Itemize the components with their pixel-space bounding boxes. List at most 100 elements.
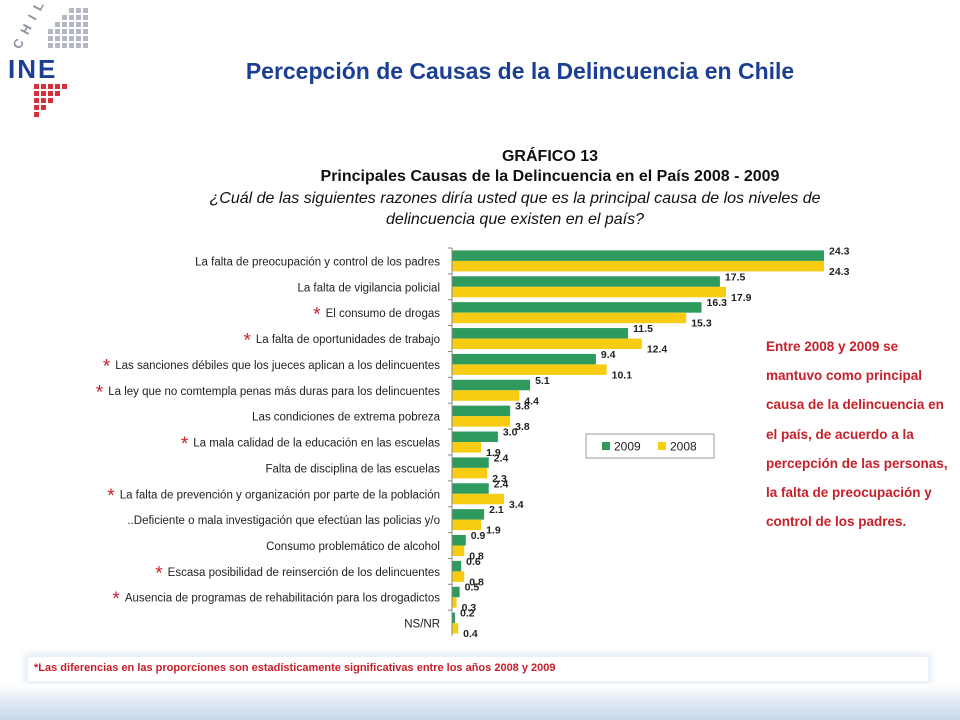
bar-2009 [452,586,460,598]
logo-dot [69,22,74,27]
logo-dot [55,22,60,27]
value-label-2008: 17.9 [731,292,752,304]
value-label-2009: 0.2 [460,608,475,620]
bar-2008 [452,390,520,401]
logo-dot-red [34,112,39,117]
logo-dot [69,29,74,34]
logo-dot-red [55,84,60,89]
value-label-2009: 0.9 [471,530,486,542]
bar-2008 [452,312,687,324]
logo-dot [55,36,60,41]
logo-dot [62,36,67,41]
logo-dot [83,43,88,48]
significance-asterisk: * [181,434,189,455]
bar-2009 [452,379,531,391]
category-label: Consumo problemático de alcohol [266,541,440,553]
category-label: La falta de preocupación y control de lo… [195,256,440,268]
significance-asterisk: * [112,589,120,610]
value-label-2009: 24.3 [829,245,850,257]
value-label-2008: 15.3 [691,318,712,330]
value-label-2008: 0.8 [469,576,484,588]
logo-dot [83,36,88,41]
category-label: ..Deficiente o mala investigación que ef… [127,515,440,527]
value-label-2009: 5.1 [535,375,550,387]
bar-2008 [452,623,459,634]
logo-dot [62,29,67,34]
bar-2009 [452,302,702,313]
bar-chart: La falta de preocupación y control de lo… [96,245,850,640]
category-label: La falta de prevención y organización po… [120,489,440,501]
significance-asterisk: * [103,356,111,377]
logo-dot [83,15,88,20]
category-label: NS/NR [404,619,440,631]
value-label-2008: 1.9 [486,447,501,459]
bar-2008 [452,364,607,375]
significance-asterisk: * [243,331,251,352]
bar-2009 [452,612,456,624]
bar-2008 [452,467,488,479]
value-label-2008: 24.3 [829,266,850,278]
value-label-2009: 9.4 [601,349,616,361]
logo-dot [83,8,88,13]
bar-2008 [452,571,465,582]
chart-number: GRÁFICO 13 [501,148,598,165]
value-label-2009: 2.4 [494,478,509,490]
category-label: Las sanciones débiles que los jueces apl… [115,360,440,372]
legend-label-2008: 2008 [670,440,697,454]
category-label: El consumo de drogas [326,308,441,320]
value-label-2009: 2.1 [489,504,504,516]
value-label-2009: 0.5 [465,582,480,594]
bar-2008 [452,519,482,531]
bar-2008 [452,286,727,298]
logo-dot [55,43,60,48]
bar-2008 [452,338,642,350]
logo-dot [48,29,53,34]
category-label: Ausencia de programas de rehabilitación … [125,593,440,605]
logo-dot [83,22,88,27]
bar-2008 [452,442,482,453]
value-label-2009: 2.4 [494,452,509,464]
legend-label-2009: 2009 [614,440,641,454]
value-label-2009: 16.3 [707,297,728,309]
category-label: Escasa posibilidad de reinserción de los… [168,567,441,579]
value-label-2009: 3.8 [515,401,530,413]
value-label-2008: 12.4 [647,344,668,356]
logo-dot [76,22,81,27]
value-label-2008: 1.9 [486,525,501,537]
bar-2008 [452,545,465,557]
value-label-2008: 10.1 [612,369,633,381]
logo-dot [69,15,74,20]
bar-2009 [452,431,498,443]
bottom-band [0,684,960,720]
logo-dot-red [48,91,53,96]
logo-dot-red [34,84,39,89]
significance-asterisk: * [107,486,115,507]
category-label: Falta de disciplina de las escuelas [265,463,440,475]
value-label-2009: 17.5 [725,271,746,283]
value-label-2008: 0.4 [463,628,478,640]
category-label: La ley que no comtempla penas más duras … [108,386,440,398]
logo-dot [76,43,81,48]
logo-dot-red [48,84,53,89]
legend-swatch-2008 [658,442,666,450]
bar-2009 [452,405,511,417]
legend-swatch-2009 [602,442,610,450]
ine-chile-logo: CHILE INE [8,0,88,117]
bar-2009 [452,328,629,339]
logo-dot [76,15,81,20]
bar-2009 [452,457,489,468]
bar-2009 [452,509,485,520]
logo-dot [62,43,67,48]
value-label-2008: 2.3 [492,473,507,485]
significance-asterisk: * [313,305,321,326]
logo-dot [69,36,74,41]
logo-dot-red [62,84,67,89]
category-label: La mala calidad de la educación en las e… [193,438,440,450]
value-label-2009: 3.0 [503,427,518,439]
value-label-2009: 0.6 [466,556,481,568]
bar-2009 [452,535,466,546]
significance-asterisk: * [96,382,104,403]
value-label-2008: 0.3 [462,602,477,614]
category-label: La falta de vigilancia policial [297,282,440,294]
logo-dot [83,29,88,34]
